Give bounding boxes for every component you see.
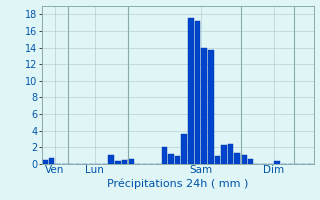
Bar [115, 161, 121, 164]
Bar [201, 48, 207, 164]
Bar [235, 153, 240, 164]
Bar [241, 155, 247, 164]
Bar [42, 160, 48, 164]
Bar [188, 18, 194, 164]
Bar [221, 145, 227, 164]
Bar [181, 134, 187, 164]
Bar [162, 147, 167, 164]
Bar [248, 159, 253, 164]
Bar [168, 154, 174, 164]
Bar [108, 155, 114, 164]
Bar [215, 156, 220, 164]
Bar [228, 144, 234, 164]
Bar [274, 161, 280, 164]
Bar [122, 160, 127, 164]
Bar [128, 159, 134, 164]
Bar [208, 50, 213, 164]
Bar [175, 156, 180, 164]
Bar [49, 158, 54, 164]
Bar [195, 21, 200, 164]
X-axis label: Précipitations 24h ( mm ): Précipitations 24h ( mm ) [107, 178, 248, 189]
